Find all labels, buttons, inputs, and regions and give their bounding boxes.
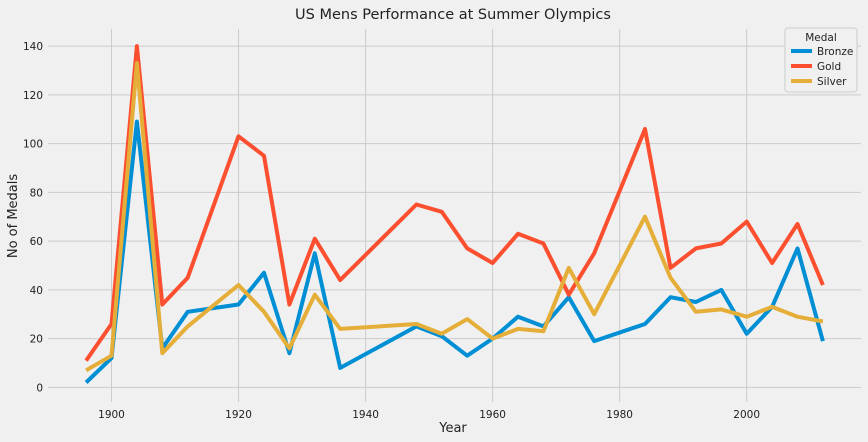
x-tick-label: 2000 [733, 409, 760, 421]
x-tick-label: 1980 [606, 409, 633, 421]
legend-box [784, 27, 858, 93]
y-tick-label: 20 [30, 334, 43, 346]
x-axis-label: Year [438, 421, 467, 436]
series-line-silver [85, 61, 824, 373]
legend-label-bronze: Bronze [817, 46, 853, 58]
legend-label-gold: Gold [817, 61, 841, 73]
legend: Medal Bronze Gold Silver [784, 27, 858, 93]
y-tick-label: 0 [36, 382, 43, 394]
x-tick-label: 1940 [352, 409, 379, 421]
y-tick-label: 120 [23, 90, 43, 102]
y-tick-label: 60 [30, 236, 43, 248]
y-axis-label: No of Medals [6, 174, 21, 259]
legend-items: Bronze Gold Silver [791, 46, 853, 88]
x-tick-label: 1920 [225, 409, 252, 421]
y-tick-label: 100 [23, 139, 43, 151]
x-tick-label: 1960 [479, 409, 506, 421]
tick-labels: 1900 1920 1940 1960 1980 2000 0 20 40 60 80 100 120 1… [23, 41, 760, 421]
series-line-gold [84, 44, 825, 362]
y-tick-label: 140 [23, 41, 43, 53]
series-lines [84, 44, 825, 384]
legend-label-silver: Silver [817, 76, 847, 88]
x-tick-label: 1900 [98, 409, 125, 421]
chart-title: US Mens Performance at Summer Olympics [295, 7, 611, 23]
legend-title: Medal [805, 32, 837, 44]
y-tick-label: 40 [30, 285, 43, 297]
y-tick-label: 80 [30, 187, 43, 199]
series-line-bronze [84, 119, 825, 384]
